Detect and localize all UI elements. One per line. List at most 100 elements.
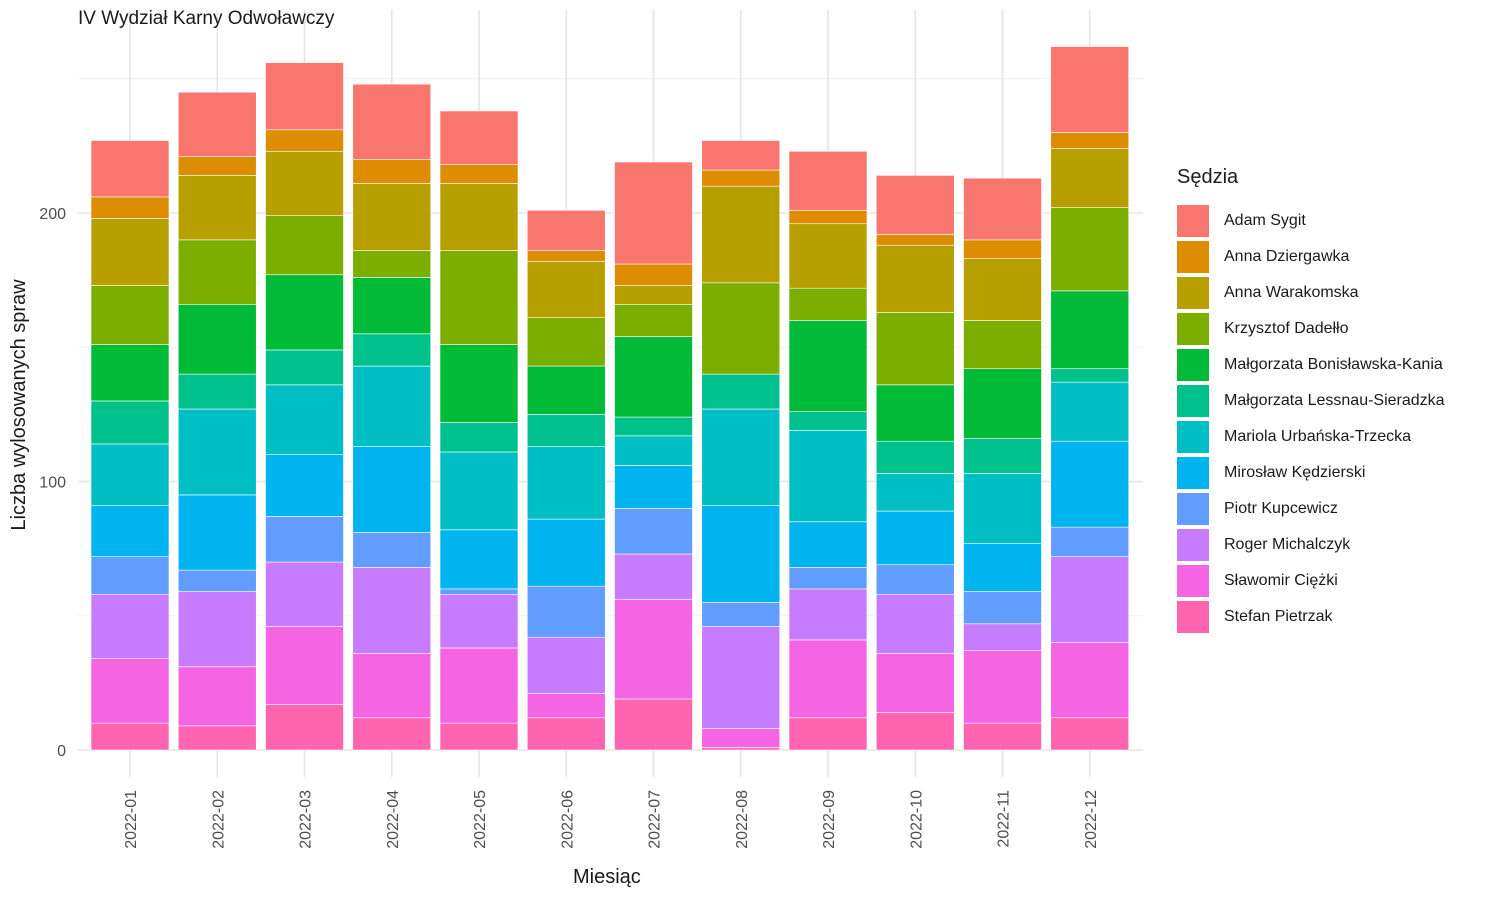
- bar-segment: [439, 593, 519, 649]
- bar-segment: [352, 365, 432, 447]
- y-tick-label: 200: [39, 206, 66, 223]
- bar-segment: [963, 368, 1042, 439]
- legend-items: Adam Sygit Anna Dziergawka Anna Warakomska…: [1177, 203, 1445, 635]
- bar-segment: [352, 183, 432, 251]
- bar-segment: [788, 223, 868, 289]
- bar-segment: [1050, 556, 1130, 643]
- bar-segment: [439, 250, 519, 345]
- bar-segment: [526, 414, 606, 447]
- bar-segment: [1050, 290, 1130, 370]
- legend-item: Roger Michalczyk: [1177, 527, 1445, 563]
- bar-segment: [788, 287, 868, 321]
- bar-segment: [265, 150, 344, 216]
- bar-segment: [177, 373, 257, 410]
- legend-key-swatch: [1177, 493, 1209, 525]
- y-tick-label: 0: [57, 743, 66, 760]
- bar-segment: [788, 717, 868, 751]
- bar-segment: [90, 285, 170, 345]
- legend-key-swatch: [1177, 601, 1209, 633]
- bar-segment: [90, 140, 170, 198]
- bar-segment: [526, 585, 606, 638]
- legend-label: Krzysztof Dadełło: [1224, 320, 1349, 337]
- bar-segment: [875, 234, 955, 246]
- legend-label: Adam Sygit: [1224, 212, 1306, 229]
- legend-key-swatch: [1177, 421, 1209, 453]
- bar-segment: [701, 282, 781, 375]
- bar-segment: [875, 510, 955, 566]
- bar-segment: [352, 250, 432, 278]
- bar-segment: [439, 164, 519, 184]
- bar-segment: [177, 591, 257, 668]
- bar-segment: [265, 561, 344, 627]
- bar-segment: [701, 747, 781, 751]
- x-tick-label: 2022-10: [908, 790, 925, 849]
- bar-segment: [1050, 132, 1130, 149]
- bar-segment: [1050, 148, 1130, 208]
- bar-segment: [265, 274, 344, 351]
- legend-label: Roger Michalczyk: [1224, 536, 1351, 553]
- bar-segment: [177, 408, 257, 496]
- x-tick-label: 2022-12: [1083, 790, 1100, 849]
- bar-segment: [177, 239, 257, 305]
- legend-item: Mirosław Kędzierski: [1177, 455, 1445, 491]
- bar-segment: [90, 505, 170, 557]
- bar-segment: [788, 639, 868, 719]
- bar-segment: [352, 159, 432, 184]
- bar-segment: [526, 210, 606, 251]
- bar-segment: [439, 110, 519, 165]
- bar-segment: [352, 653, 432, 719]
- bar-segment: [1050, 46, 1130, 133]
- bar-segment: [614, 161, 693, 265]
- bar-segment: [265, 704, 344, 751]
- bar-segment: [963, 473, 1042, 544]
- legend-label: Mariola Urbańska-Trzecka: [1224, 428, 1412, 445]
- legend-item: Sławomir Ciężki: [1177, 563, 1445, 599]
- x-tick-label: 2022-11: [996, 790, 1013, 848]
- bar-segment: [614, 508, 693, 555]
- bar-segment: [265, 215, 344, 276]
- bar-segment: [963, 722, 1042, 751]
- legend-item: Anna Warakomska: [1177, 275, 1445, 311]
- bar-segment: [788, 567, 868, 590]
- bar-segment: [526, 693, 606, 719]
- bar-segment: [701, 185, 781, 284]
- chart-title: IV Wydział Karny Odwoławczy: [78, 8, 335, 29]
- bar-segment: [614, 599, 693, 700]
- x-tick-label: 2022-07: [647, 790, 664, 849]
- bar-segment: [875, 384, 955, 442]
- bar-segment: [788, 521, 868, 568]
- bar-segment: [265, 129, 344, 152]
- bar-segment: [439, 422, 519, 453]
- legend-key-swatch: [1177, 349, 1209, 381]
- bar-segment: [526, 518, 606, 587]
- bar-segment: [875, 653, 955, 713]
- legend-key-swatch: [1177, 277, 1209, 309]
- bar-segment: [875, 440, 955, 474]
- y-tick-label: 100: [39, 475, 66, 492]
- bar-segment: [265, 384, 344, 455]
- bar-segment: [1050, 717, 1130, 751]
- bar-segment: [788, 210, 868, 225]
- bar-segment: [265, 516, 344, 563]
- bar-segment: [963, 623, 1042, 651]
- legend-item: Adam Sygit: [1177, 203, 1445, 239]
- bar-segment: [875, 473, 955, 512]
- bar-segment: [177, 666, 257, 727]
- bar-segment: [177, 175, 257, 241]
- y-tick-labels: 0 100 200: [39, 206, 66, 760]
- bar-segment: [1050, 526, 1130, 557]
- legend-key-swatch: [1177, 385, 1209, 417]
- legend-label: Piotr Kupcewicz: [1224, 500, 1338, 517]
- bar-segment: [90, 344, 170, 402]
- bar-segment: [875, 312, 955, 386]
- legend-item: Krzysztof Dadełło: [1177, 311, 1445, 347]
- bar-segment: [1050, 381, 1130, 442]
- x-tick-label: 2022-02: [210, 790, 227, 849]
- bar-segment: [352, 277, 432, 335]
- bar-segment: [701, 626, 781, 729]
- bar-segment: [614, 465, 693, 509]
- bar-segment: [963, 177, 1042, 241]
- legend-label: Mirosław Kędzierski: [1224, 464, 1366, 481]
- bar-segment: [526, 261, 606, 319]
- bar-segment: [788, 430, 868, 523]
